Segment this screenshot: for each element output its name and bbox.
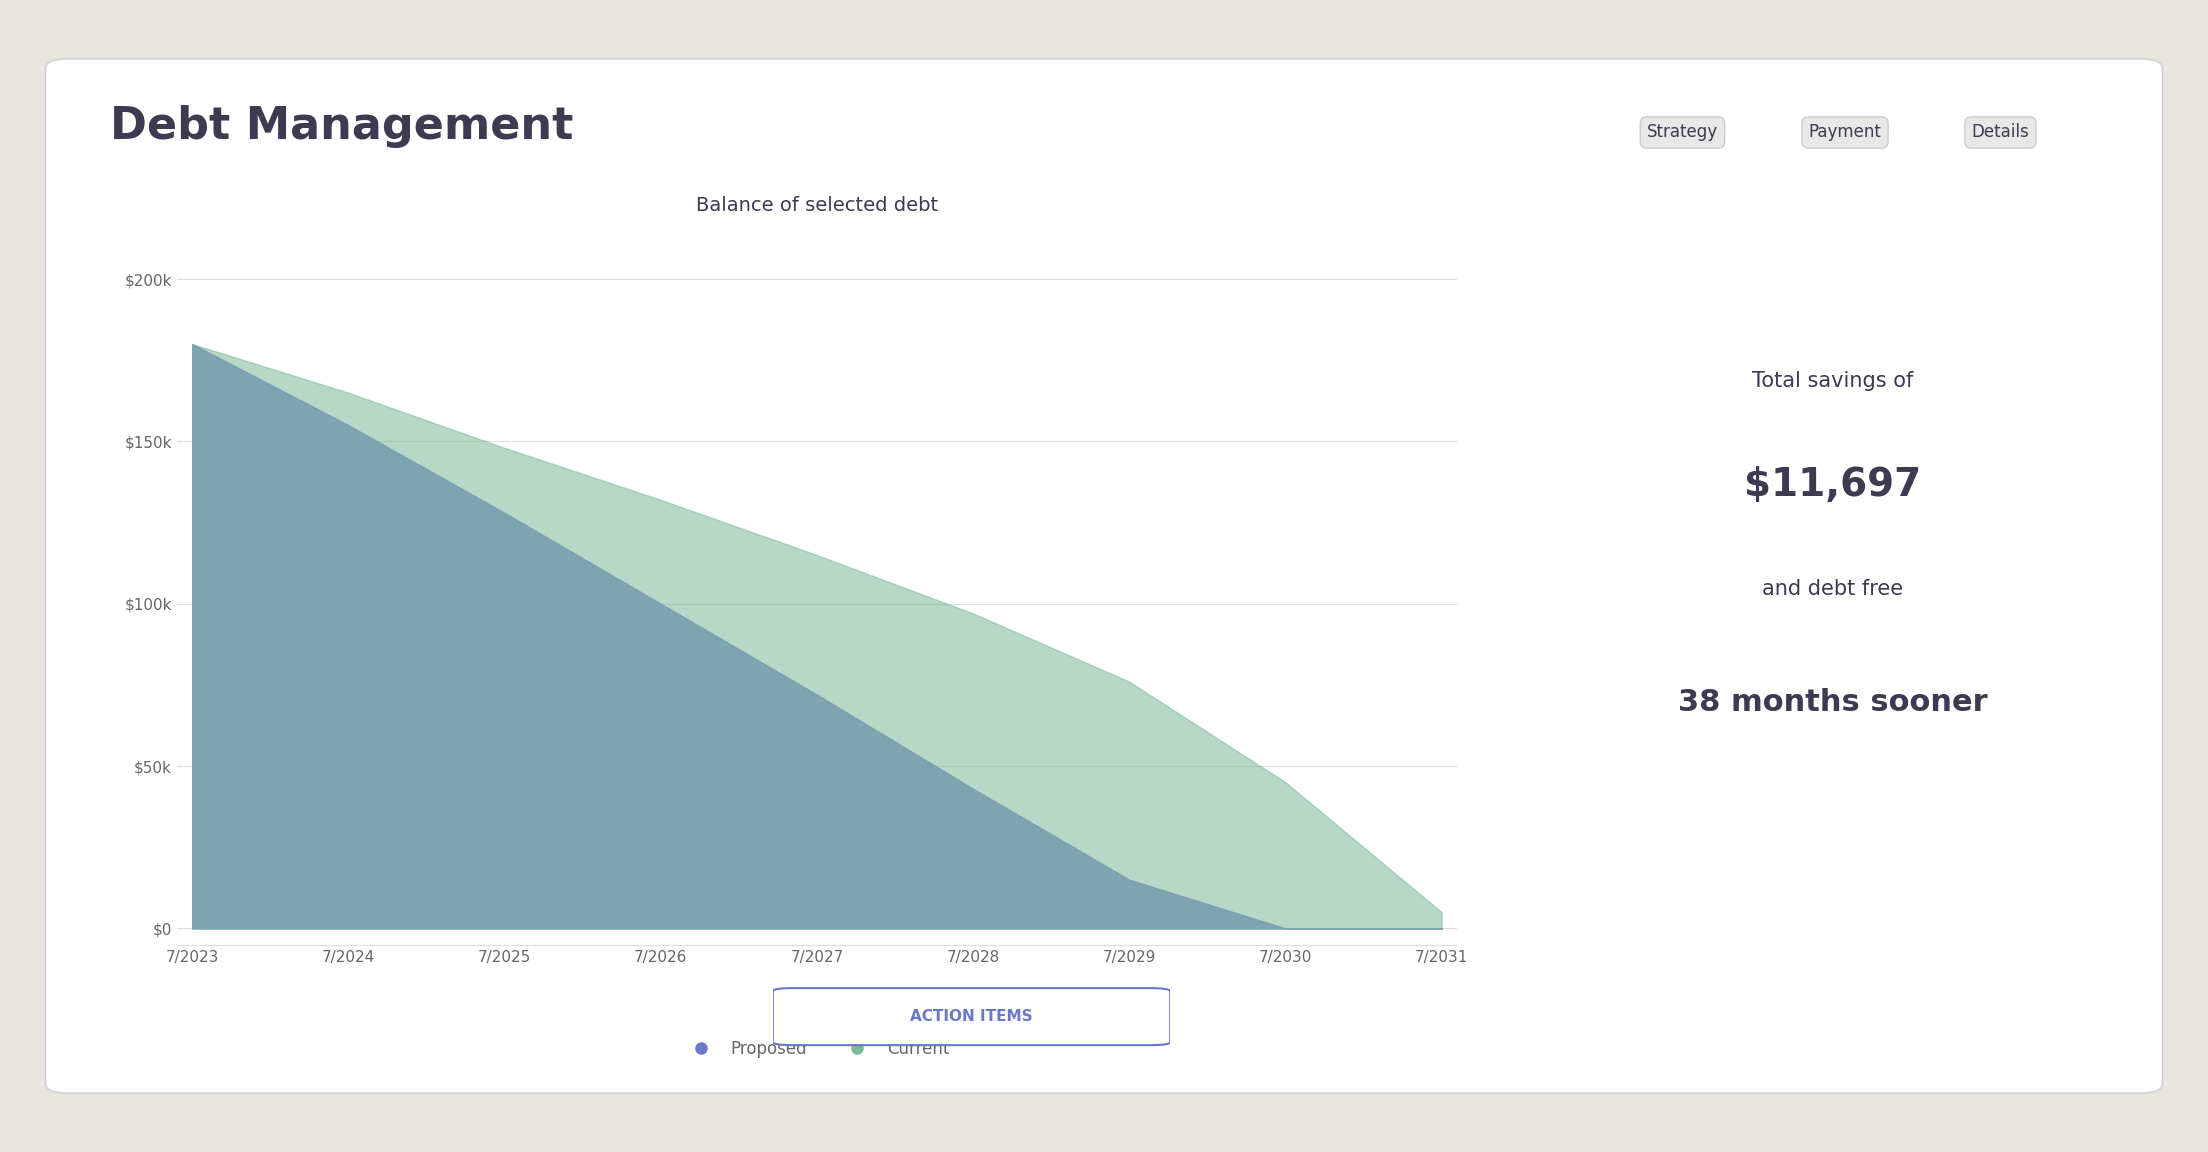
Text: and debt free: and debt free [1762,578,1903,599]
Title: Balance of selected debt: Balance of selected debt [696,196,938,215]
Text: $11,697: $11,697 [1744,467,1921,503]
Text: Payment: Payment [1808,123,1881,142]
Legend: Proposed, Current: Proposed, Current [678,1033,956,1064]
Text: ACTION ITEMS: ACTION ITEMS [910,1009,1033,1024]
Text: Details: Details [1972,123,2029,142]
Text: Debt Management: Debt Management [110,105,574,149]
FancyBboxPatch shape [773,988,1170,1045]
Text: Strategy: Strategy [1647,123,1718,142]
Text: Total savings of: Total savings of [1751,371,1914,392]
FancyBboxPatch shape [46,59,2162,1093]
Text: 38 months sooner: 38 months sooner [1678,688,1987,718]
